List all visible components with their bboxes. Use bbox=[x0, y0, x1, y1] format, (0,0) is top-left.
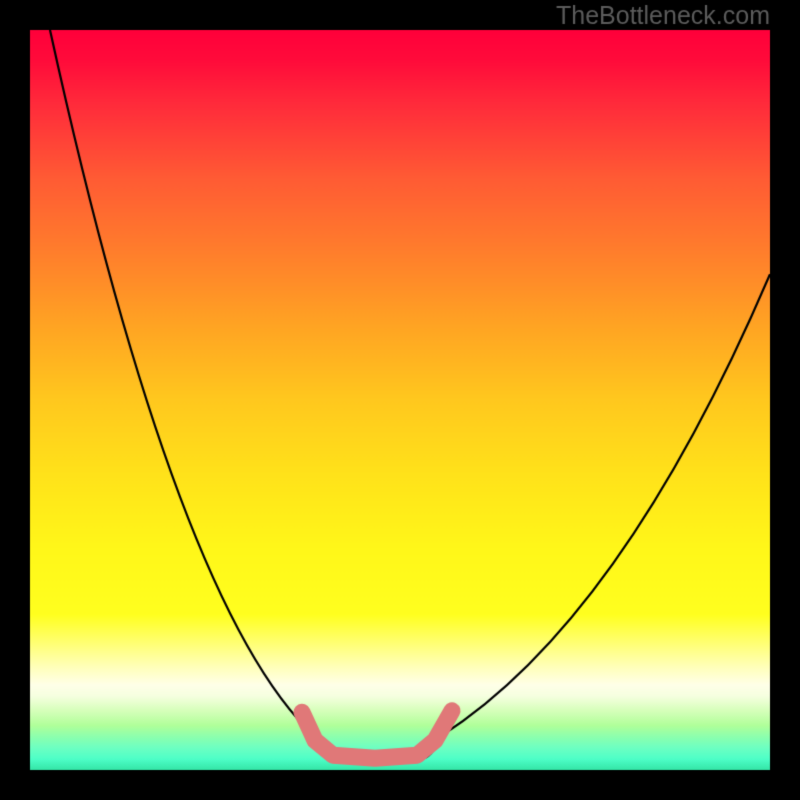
bottleneck-chart bbox=[0, 0, 800, 800]
